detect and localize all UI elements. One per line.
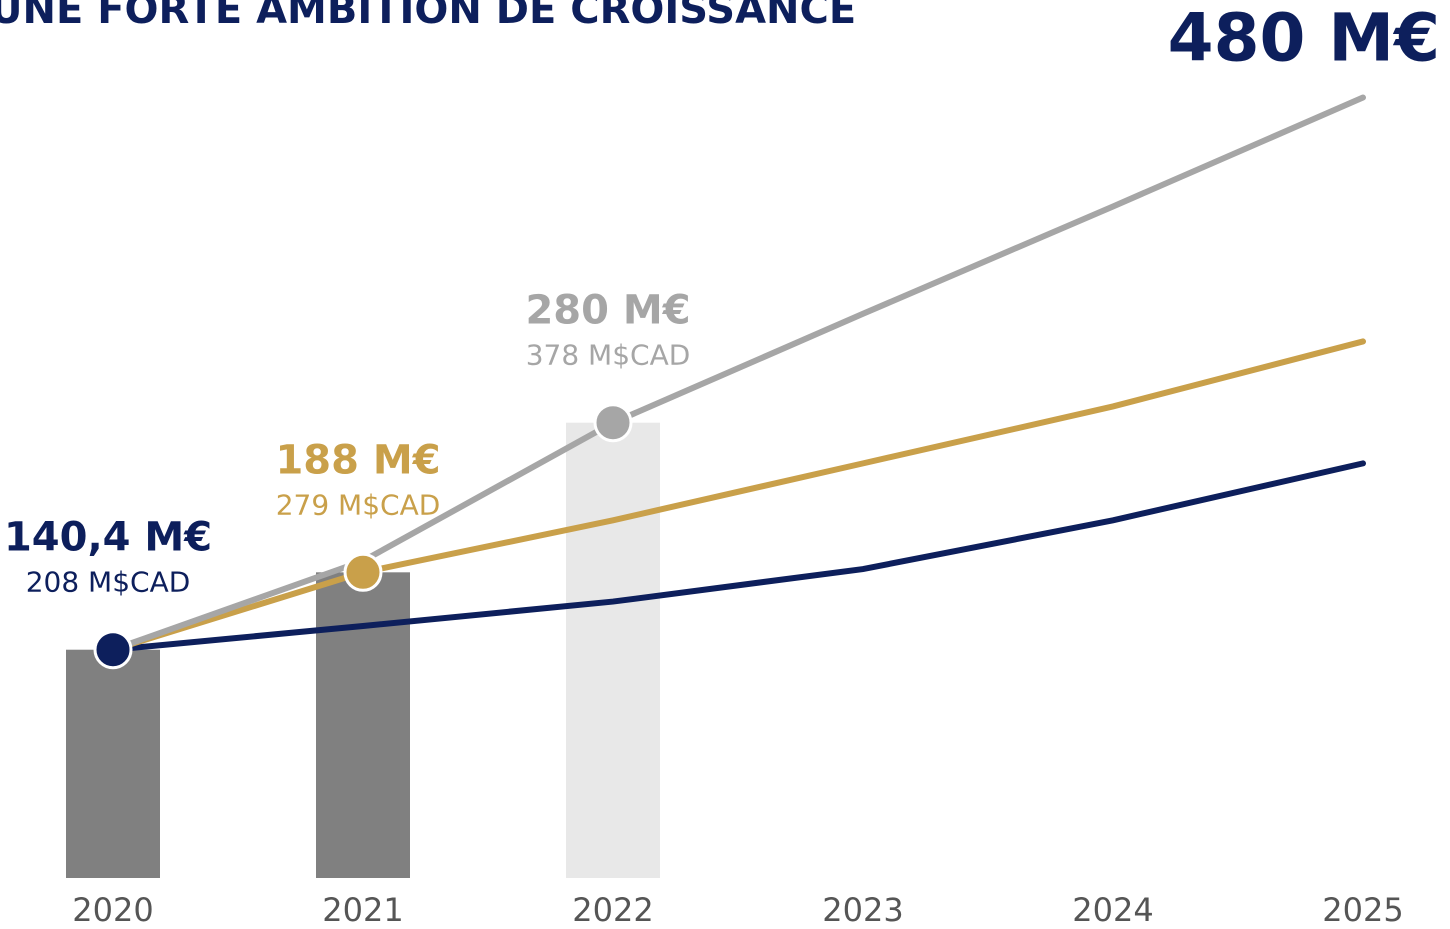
x-tick-label: 2024 [1072,891,1153,929]
x-tick-label: 2025 [1322,891,1403,929]
secondary-label: 208 M$CAD [26,566,191,599]
series-line [110,460,1366,653]
bar [566,422,660,878]
secondary-label: 378 M$CAD [526,339,691,372]
highlight-dot [343,552,383,592]
end-label: 480 M€ [1168,0,1440,77]
bar [316,572,410,878]
secondary-label: 279 M$CAD [276,488,441,521]
series-line [110,94,1366,653]
value-label: 188 M€ [275,437,440,483]
x-tick-label: 2021 [322,891,403,929]
bar [66,649,160,878]
highlight-dot [93,630,133,670]
chart-title: UNE FORTE AMBITION DE CROISSANCE [0,0,856,33]
series-line [110,338,1366,653]
x-tick-label: 2020 [72,891,153,929]
value-label: 280 M€ [525,288,690,334]
x-tick-label: 2022 [572,891,653,929]
highlight-dot [593,403,633,443]
value-label: 140,4 M€ [4,515,212,561]
x-tick-label: 2023 [822,891,903,929]
